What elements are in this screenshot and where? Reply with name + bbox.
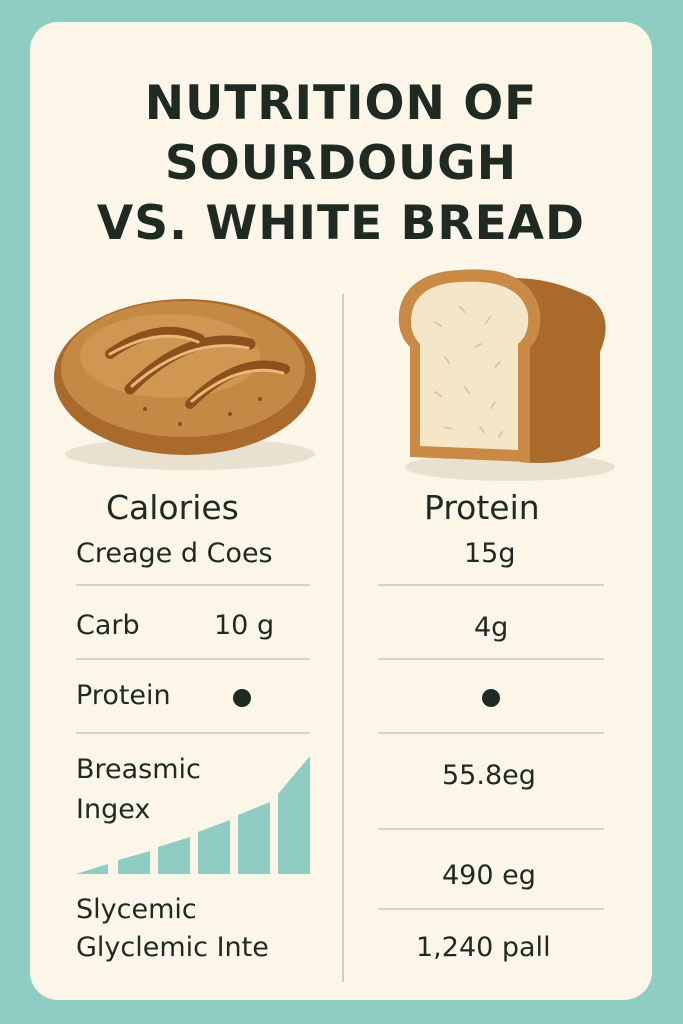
row-divider [378,828,604,830]
right-value-1: 15g [464,538,516,569]
row-divider [378,584,604,586]
row-divider [76,658,310,660]
row-label-breasmic: Breasmic [76,754,201,785]
right-value-2: 4g [474,612,509,643]
bullet-dot-icon [233,689,251,707]
row-label-protein: Protein [76,680,171,711]
right-value-5: 1,240 pall [416,932,551,963]
bullet-dot-icon [482,689,500,707]
title-line-2: SOURDOUGH [164,136,518,191]
rising-bars-icon [76,756,310,874]
left-header-calories: Calories [106,488,239,527]
row-divider [76,584,310,586]
page-title: NUTRITION OF SOURDOUGH VS. WHITE BREAD [30,74,652,254]
row-value-carb: 10 g [214,610,275,641]
row-divider [378,732,604,734]
row-label-carb: Carb [76,610,140,641]
right-value-3: 55.8eg [442,760,536,791]
right-header-protein: Protein [424,488,540,527]
row-label-slycemic: Slycemic [76,894,197,925]
row-divider [378,908,604,910]
row-label-ingex: Ingex [76,794,151,825]
title-line-3: VS. WHITE BREAD [96,196,586,251]
right-value-4: 490 eg [442,860,536,891]
row-label-glyclemic: Glyclemic Inte [76,932,269,963]
row-divider [76,732,310,734]
infographic-card: NUTRITION OF SOURDOUGH VS. WHITE BREAD [30,22,652,1000]
white-bread-loaf-icon [398,269,615,481]
row-divider [378,658,604,660]
sourdough-loaf-icon [54,299,316,470]
left-subheader: Creage d Coes [76,538,273,569]
title-line-1: NUTRITION OF [144,76,538,131]
column-divider [342,294,344,982]
